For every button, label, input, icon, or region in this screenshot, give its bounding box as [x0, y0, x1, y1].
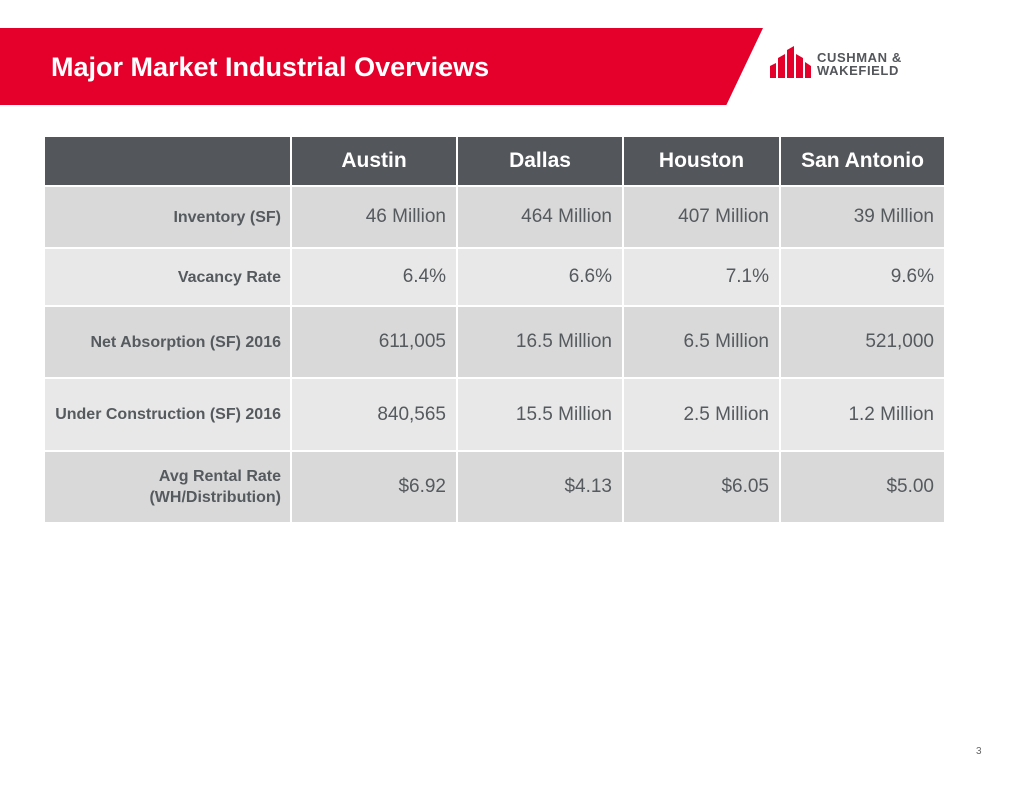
cell-houston: $6.05 [624, 452, 779, 522]
cell-austin: 46 Million [292, 187, 456, 247]
building-bars-icon [770, 46, 811, 78]
row-label: Under Construction (SF) 2016 [45, 379, 290, 450]
table-header-row: Austin Dallas Houston San Antonio [45, 137, 944, 185]
header-cell-houston: Houston [624, 137, 779, 185]
table-row-avg-rental-rate: Avg Rental Rate (WH/Distribution) $6.92 … [45, 452, 944, 522]
cell-dallas: 6.6% [458, 249, 622, 305]
header-cell-austin: Austin [292, 137, 456, 185]
cell-san-antonio: 521,000 [781, 307, 944, 377]
cell-dallas: 15.5 Million [458, 379, 622, 450]
cell-austin: 611,005 [292, 307, 456, 377]
cell-san-antonio: $5.00 [781, 452, 944, 522]
table-row-under-construction: Under Construction (SF) 2016 840,565 15.… [45, 379, 944, 450]
row-label: Inventory (SF) [45, 187, 290, 247]
cell-austin: 6.4% [292, 249, 456, 305]
cell-houston: 407 Million [624, 187, 779, 247]
cell-dallas: $4.13 [458, 452, 622, 522]
header-cell-blank [45, 137, 290, 185]
cushman-wakefield-logo: CUSHMAN & WAKEFIELD [770, 46, 920, 80]
row-label: Avg Rental Rate (WH/Distribution) [45, 452, 290, 522]
logo-wordmark: CUSHMAN & WAKEFIELD [817, 51, 902, 77]
logo-line-1: CUSHMAN & [817, 50, 902, 65]
logo-line-2: WAKEFIELD [817, 63, 899, 78]
slide-title: Major Market Industrial Overviews [51, 52, 490, 82]
cell-dallas: 464 Million [458, 187, 622, 247]
cell-houston: 6.5 Million [624, 307, 779, 377]
table-row-net-absorption: Net Absorption (SF) 2016 611,005 16.5 Mi… [45, 307, 944, 377]
row-label: Vacancy Rate [45, 249, 290, 305]
cell-san-antonio: 1.2 Million [781, 379, 944, 450]
header-cell-san-antonio: San Antonio [781, 137, 944, 185]
cell-san-antonio: 39 Million [781, 187, 944, 247]
cell-san-antonio: 9.6% [781, 249, 944, 305]
cell-austin: $6.92 [292, 452, 456, 522]
title-banner [0, 28, 763, 105]
table-row-vacancy-rate: Vacancy Rate 6.4% 6.6% 7.1% 9.6% [45, 249, 944, 305]
table-row-inventory: Inventory (SF) 46 Million 464 Million 40… [45, 187, 944, 247]
row-label: Net Absorption (SF) 2016 [45, 307, 290, 377]
page-number: 3 [976, 746, 982, 757]
market-overview-table: Austin Dallas Houston San Antonio Invent… [43, 135, 946, 524]
cell-houston: 7.1% [624, 249, 779, 305]
cell-dallas: 16.5 Million [458, 307, 622, 377]
cell-houston: 2.5 Million [624, 379, 779, 450]
header-cell-dallas: Dallas [458, 137, 622, 185]
cell-austin: 840,565 [292, 379, 456, 450]
